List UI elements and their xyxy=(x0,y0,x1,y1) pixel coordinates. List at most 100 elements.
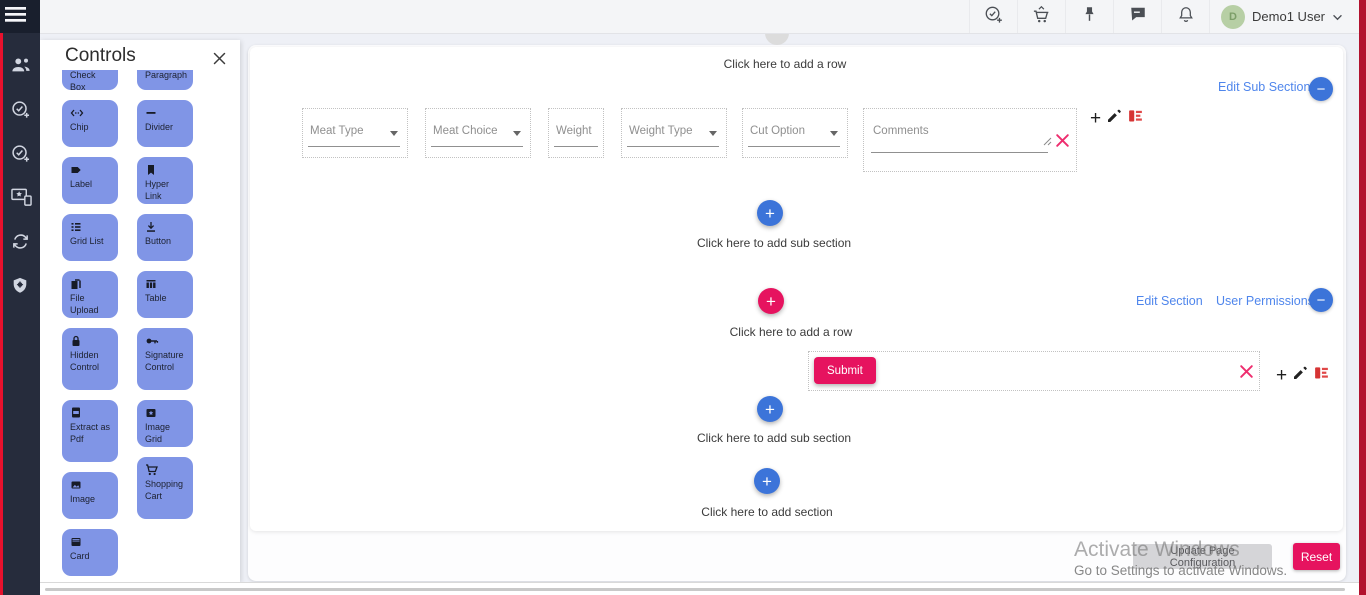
edit-pencil-icon[interactable] xyxy=(1292,365,1308,386)
add-control-icon[interactable]: + xyxy=(1276,364,1288,386)
bell-icon xyxy=(1177,5,1195,29)
task-add-button[interactable] xyxy=(969,0,1017,33)
menu-button[interactable] xyxy=(0,0,40,33)
add-section-hint: Click here to add section xyxy=(701,505,833,519)
input-underline xyxy=(554,146,598,147)
controls-panel: Controls Check Box Chip Label Grid List xyxy=(40,40,240,582)
close-icon[interactable] xyxy=(212,51,227,66)
collapse-section-button[interactable]: − xyxy=(1309,288,1333,312)
key-icon xyxy=(145,334,185,349)
chevron-down-icon xyxy=(709,131,717,136)
sidebar xyxy=(0,0,40,595)
users-icon[interactable] xyxy=(11,56,30,75)
control-tile-label[interactable]: Label xyxy=(62,157,118,204)
control-tile-hyper-link[interactable]: Hyper Link xyxy=(137,157,193,204)
control-tile-signature-control[interactable]: Signature Control xyxy=(137,328,193,390)
top-header-bar: D Demo1 User xyxy=(40,0,1359,34)
sync-icon[interactable] xyxy=(11,232,30,251)
task-add-icon xyxy=(984,5,1003,29)
control-tile-file-upload[interactable]: File Upload xyxy=(62,271,118,318)
control-tile-button[interactable]: Button xyxy=(137,214,193,261)
row-actions: + xyxy=(1276,364,1330,386)
chevron-down-icon xyxy=(513,131,521,136)
add-row-button-partial[interactable] xyxy=(765,33,789,45)
security-icon[interactable] xyxy=(11,276,30,295)
control-tile-image-grid[interactable]: Image Grid xyxy=(137,400,193,447)
field-meat-type[interactable]: Meat Type xyxy=(302,108,408,158)
minus-glyph: − xyxy=(1316,291,1326,309)
control-tile-divider[interactable]: Divider xyxy=(137,100,193,147)
reset-button[interactable]: Reset xyxy=(1293,543,1340,570)
row-rules-icon[interactable] xyxy=(1313,364,1330,386)
submit-row[interactable]: Submit xyxy=(808,351,1260,391)
avatar: D xyxy=(1221,4,1246,29)
plus-glyph: + xyxy=(765,203,775,223)
chat-icon xyxy=(1129,5,1147,28)
control-tile-shopping-cart[interactable]: Shopping Cart xyxy=(137,457,193,519)
controls-panel-header: Controls xyxy=(40,40,240,70)
divider-icon xyxy=(145,106,185,121)
file-upload-icon xyxy=(70,277,110,292)
devices-icon[interactable] xyxy=(10,188,32,207)
notifications-button[interactable] xyxy=(1161,0,1209,33)
edit-sub-section-link[interactable]: Edit Sub Section xyxy=(1218,80,1311,94)
user-menu[interactable]: D Demo1 User xyxy=(1209,0,1359,33)
horizontal-scrollbar-thumb[interactable] xyxy=(45,588,1345,591)
control-tile-extract-as-pdf[interactable]: Extract as Pdf xyxy=(62,400,118,462)
cart-icon xyxy=(145,463,185,478)
control-tile-table[interactable]: Table xyxy=(137,271,193,318)
add-row-button[interactable]: + xyxy=(758,288,784,314)
remove-control-icon[interactable] xyxy=(1238,363,1255,385)
add-sub-section-button[interactable]: + xyxy=(757,200,783,226)
field-weight[interactable]: Weight xyxy=(548,108,604,158)
horizontal-scrollbar-track xyxy=(40,582,1359,595)
edit-section-link[interactable]: Edit Section xyxy=(1136,294,1203,308)
select-underline xyxy=(431,146,523,147)
image-grid-icon xyxy=(145,406,185,421)
plus-glyph: + xyxy=(765,399,775,419)
control-tile-image[interactable]: Image xyxy=(62,472,118,519)
task-check-icon[interactable] xyxy=(11,144,30,163)
cart-button[interactable] xyxy=(1017,0,1065,33)
add-sub-section-button[interactable]: + xyxy=(757,396,783,422)
shopping-cart-icon xyxy=(1032,5,1051,29)
label-icon xyxy=(70,163,110,178)
add-sub-section-hint: Click here to add sub section xyxy=(696,236,852,250)
vertical-scrollbar[interactable] xyxy=(1359,0,1366,595)
plus-glyph: + xyxy=(762,471,772,491)
windows-watermark-line2: Go to Settings to activate Windows. xyxy=(1074,563,1288,578)
image-icon xyxy=(70,478,110,493)
download-icon xyxy=(145,220,185,235)
card-icon xyxy=(70,535,110,550)
edit-pencil-icon[interactable] xyxy=(1106,108,1122,129)
add-row-hint: Click here to add a row xyxy=(729,325,853,339)
pin-button[interactable] xyxy=(1065,0,1113,33)
user-permissions-link[interactable]: User Permissions xyxy=(1216,294,1314,308)
update-page-configuration-button[interactable]: Update Page Configuration xyxy=(1133,544,1272,569)
resize-handle-icon[interactable] xyxy=(1043,133,1052,151)
control-tile-card[interactable]: Card xyxy=(62,529,118,576)
field-comments[interactable]: Comments xyxy=(863,108,1077,172)
collapse-sub-section-button[interactable]: − xyxy=(1309,77,1333,101)
user-name: Demo1 User xyxy=(1252,9,1325,24)
control-tile-grid-list[interactable]: Grid List xyxy=(62,214,118,261)
bookmark-icon xyxy=(145,163,185,178)
lock-icon xyxy=(70,334,110,349)
add-control-icon[interactable]: + xyxy=(1090,107,1102,129)
chat-button[interactable] xyxy=(1113,0,1161,33)
add-section-button[interactable]: + xyxy=(754,468,780,494)
task-add-icon[interactable] xyxy=(11,100,30,119)
add-row-hint-top: Click here to add a row xyxy=(723,57,847,71)
chevron-down-icon xyxy=(1332,8,1343,26)
pdf-icon xyxy=(70,406,110,421)
field-cut-option[interactable]: Cut Option xyxy=(742,108,848,158)
row-rules-icon[interactable] xyxy=(1127,107,1144,129)
submit-button[interactable]: Submit xyxy=(814,357,876,384)
field-meat-choice[interactable]: Meat Choice xyxy=(425,108,531,158)
control-tile-hidden-control[interactable]: Hidden Control xyxy=(62,328,118,390)
control-tile-chip[interactable]: Chip xyxy=(62,100,118,147)
field-weight-type[interactable]: Weight Type xyxy=(621,108,727,158)
remove-field-icon[interactable] xyxy=(1054,132,1071,154)
textarea-underline xyxy=(871,152,1048,153)
